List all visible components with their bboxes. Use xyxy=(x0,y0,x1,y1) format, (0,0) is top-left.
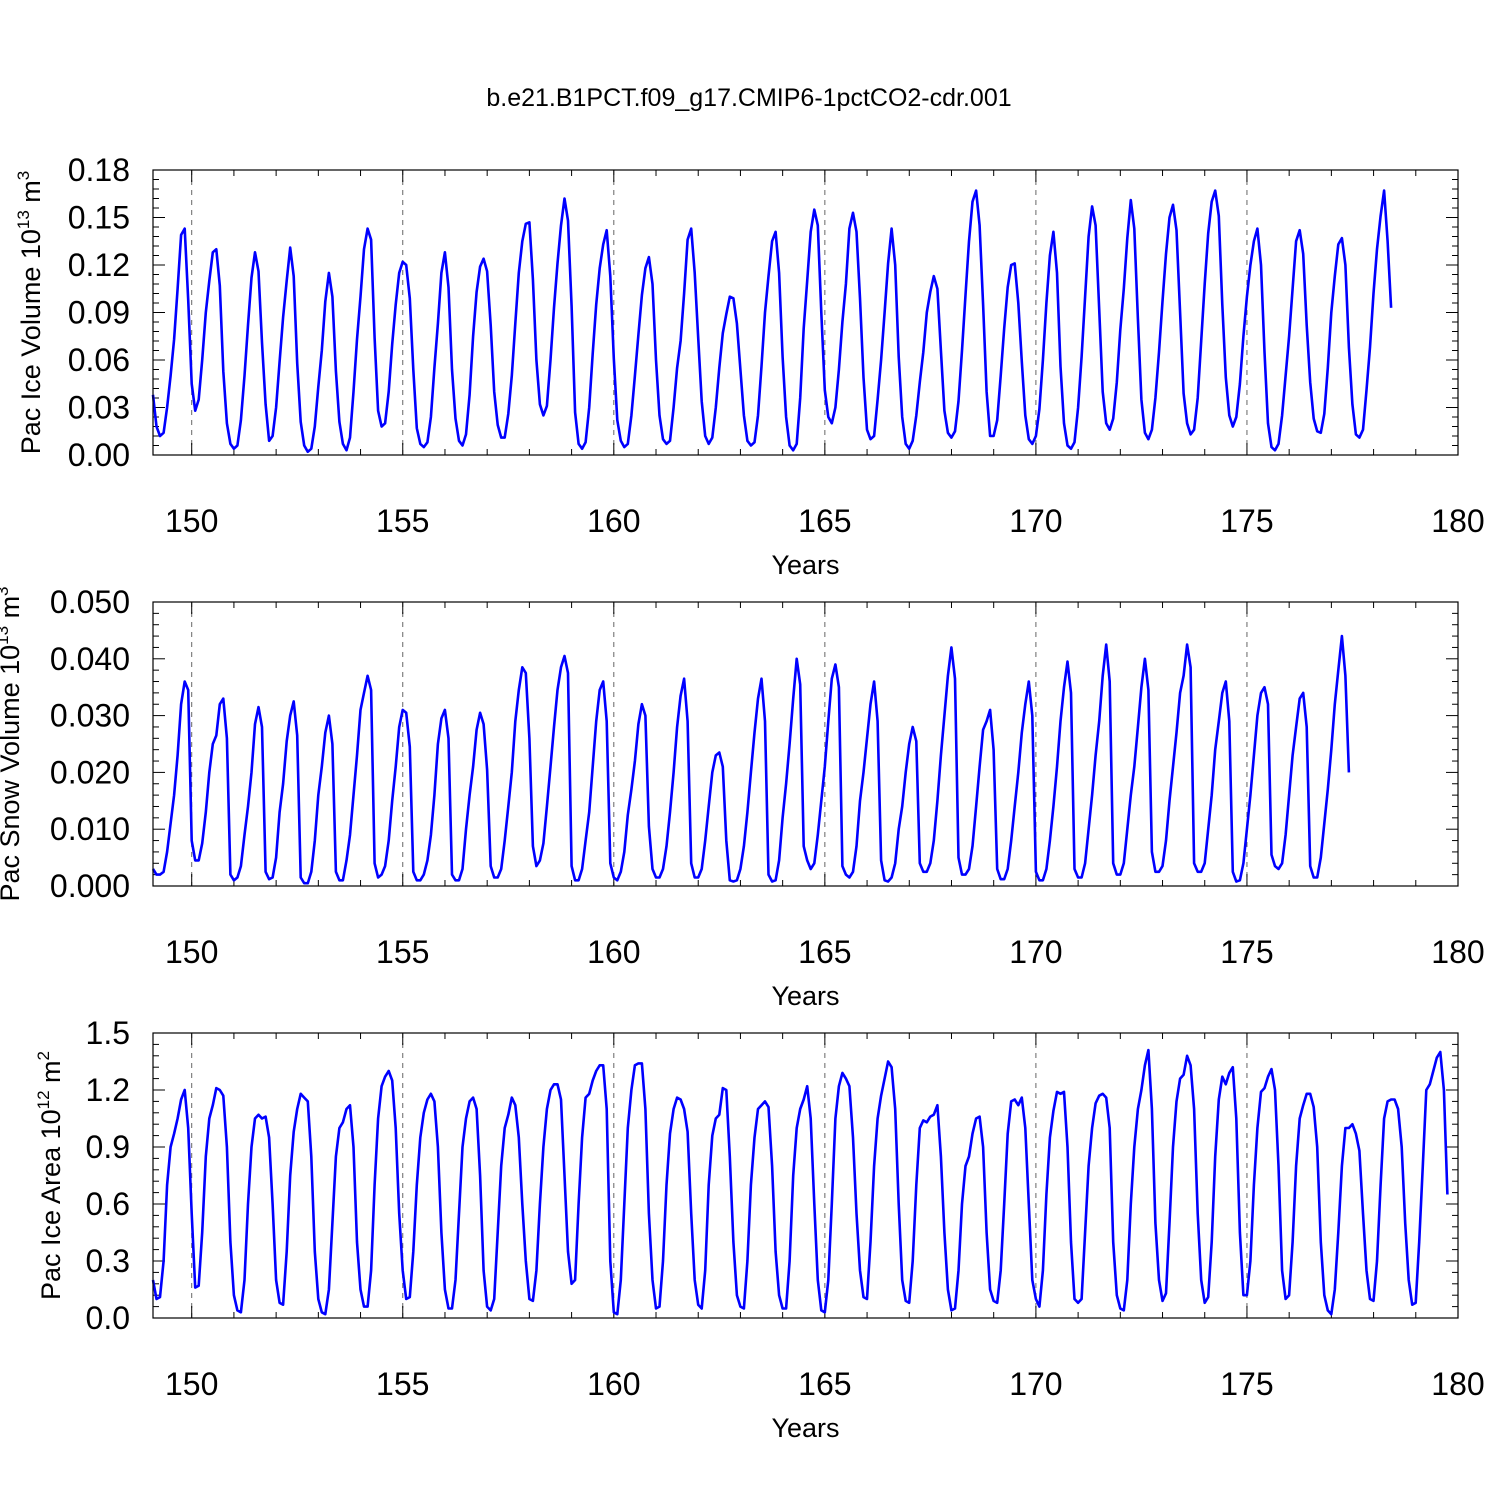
x-tick-label: 155 xyxy=(376,934,429,970)
y-axis-title-text: Pac Ice Area 10 xyxy=(36,1109,66,1300)
series-line-1-1 xyxy=(151,189,1393,454)
y-tick-label: 0.020 xyxy=(50,754,130,790)
y-axis-title-text: Pac Ice Volume 10 xyxy=(16,229,46,454)
chart-title: b.e21.B1PCT.f09_g17.CMIP6-1pctCO2-cdr.00… xyxy=(486,84,1011,112)
y-tick-label: 0.0 xyxy=(86,1300,130,1336)
x-tick-label: 160 xyxy=(587,503,640,539)
y-tick-label: 0.06 xyxy=(68,342,130,378)
y-axis-title: Pac Ice Volume 1013 m3 xyxy=(14,171,46,455)
y-tick-label: 0.010 xyxy=(50,811,130,847)
y-axis-title-exponent: 13 xyxy=(0,626,12,645)
y-axis-title-unit: m xyxy=(36,1060,66,1090)
plot-frame xyxy=(152,1032,1459,1319)
y-tick-label: 0.03 xyxy=(68,390,130,426)
x-tick-label: 170 xyxy=(1009,934,1062,970)
plot-frame xyxy=(152,601,1459,887)
y-tick-label: 1.5 xyxy=(86,1015,130,1051)
y-tick-label: 0.000 xyxy=(50,868,130,904)
x-tick-label: 180 xyxy=(1431,1366,1484,1402)
x-tick-label: 160 xyxy=(587,1366,640,1402)
chart-panel-3: 150 155 160 165 170 175 180 0.0 0.3 0.6 0.9 1.2 1.5 Y… xyxy=(34,1015,1485,1443)
x-tick-label: 180 xyxy=(1431,503,1484,539)
x-tick-label: 175 xyxy=(1220,934,1273,970)
y-tick-label: 0.12 xyxy=(68,247,130,283)
y-axis-title-unit: m xyxy=(16,180,46,210)
x-tick-label: 155 xyxy=(376,1366,429,1402)
y-axis-title-unit-exponent: 3 xyxy=(0,586,12,595)
y-tick-label: 0.18 xyxy=(68,152,130,188)
chart-panel-2: 150 155 160 165 170 175 180 0.000 0.010 0.020 0.03… xyxy=(0,584,1485,1011)
y-tick-label: 0.15 xyxy=(68,200,130,236)
y-tick-label: 0.040 xyxy=(50,641,130,677)
y-axis-title-unit-exponent: 2 xyxy=(34,1051,53,1060)
x-tick-label: 175 xyxy=(1220,503,1273,539)
y-tick-label: 0.00 xyxy=(68,437,130,473)
plot-frame xyxy=(152,169,1459,456)
chart-panel-1: 150 155 160 165 170 175 180 0.00 0.03 0.06 0.09 0.1… xyxy=(14,152,1485,580)
x-axis-title: Years xyxy=(771,550,839,580)
y-axis-title: Pac Snow Volume 1013 m3 xyxy=(0,586,25,901)
y-axis-title-exponent: 12 xyxy=(34,1090,53,1109)
x-tick-label: 150 xyxy=(165,1366,218,1402)
y-axis-title-text: Pac Snow Volume 10 xyxy=(0,645,25,902)
y-tick-label: 1.2 xyxy=(86,1072,130,1108)
x-tick-label: 150 xyxy=(165,503,218,539)
y-axis-title-unit-exponent: 3 xyxy=(14,171,33,180)
y-tick-label: 0.9 xyxy=(86,1129,130,1165)
x-tick-label: 150 xyxy=(165,934,218,970)
y-tick-label: 0.09 xyxy=(68,295,130,331)
y-tick-label: 0.6 xyxy=(86,1186,130,1222)
x-axis-title: Years xyxy=(771,981,839,1011)
x-tick-label: 180 xyxy=(1431,934,1484,970)
x-axis-title: Years xyxy=(771,1413,839,1443)
x-tick-label: 165 xyxy=(798,934,851,970)
x-tick-label: 165 xyxy=(798,1366,851,1402)
x-tick-label: 160 xyxy=(587,934,640,970)
y-tick-label: 0.050 xyxy=(50,584,130,620)
y-tick-label: 0.030 xyxy=(50,698,130,734)
x-tick-label: 175 xyxy=(1220,1366,1273,1402)
x-tick-label: 170 xyxy=(1009,503,1062,539)
x-tick-label: 170 xyxy=(1009,1366,1062,1402)
y-axis-title-unit: m xyxy=(0,596,25,626)
y-axis-title: Pac Ice Area 1012 m2 xyxy=(34,1051,66,1300)
series-line-3-1 xyxy=(151,1048,1449,1316)
y-tick-label: 0.3 xyxy=(86,1243,130,1279)
x-tick-label: 155 xyxy=(376,503,429,539)
y-axis-title-exponent: 13 xyxy=(14,210,33,229)
series-line-2-1 xyxy=(151,634,1351,885)
x-tick-label: 165 xyxy=(798,503,851,539)
chart-panels: 150 155 160 165 170 175 1800.000.030.060.090.1… xyxy=(0,152,1485,1443)
